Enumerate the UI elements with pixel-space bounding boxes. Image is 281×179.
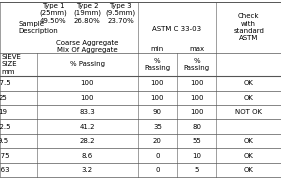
- Text: 55: 55: [192, 138, 201, 144]
- Text: OK: OK: [244, 80, 254, 86]
- Text: 0: 0: [155, 167, 160, 173]
- Text: Type 3
(9.5mm)
23.70%: Type 3 (9.5mm) 23.70%: [106, 3, 136, 24]
- Text: 100: 100: [80, 80, 94, 86]
- Text: Mix Of Aggregate: Mix Of Aggregate: [57, 47, 117, 53]
- Text: Sample
Description: Sample Description: [18, 21, 58, 34]
- Text: 90: 90: [153, 109, 162, 115]
- Text: % Passing: % Passing: [70, 61, 105, 67]
- Text: OK: OK: [244, 138, 254, 144]
- Text: 9.5: 9.5: [0, 138, 8, 144]
- Text: 20: 20: [153, 138, 162, 144]
- Text: 83.3: 83.3: [79, 109, 95, 115]
- Text: 4.75: 4.75: [0, 153, 11, 159]
- Text: 37.5: 37.5: [0, 80, 11, 86]
- Text: Check
with
standard
ASTM: Check with standard ASTM: [233, 13, 264, 41]
- Text: NOT OK: NOT OK: [235, 109, 262, 115]
- Text: 5: 5: [194, 167, 199, 173]
- Text: 41.2: 41.2: [79, 124, 95, 130]
- Text: 0: 0: [155, 153, 160, 159]
- Text: 28.2: 28.2: [79, 138, 95, 144]
- Text: 100: 100: [190, 80, 203, 86]
- Text: SIEVE
SIZE
mm: SIEVE SIZE mm: [1, 54, 21, 75]
- Text: 100: 100: [151, 80, 164, 86]
- Text: 100: 100: [151, 95, 164, 101]
- Text: 35: 35: [153, 124, 162, 130]
- Text: OK: OK: [244, 95, 254, 101]
- Text: 19: 19: [0, 109, 7, 115]
- Text: 3.2: 3.2: [81, 167, 93, 173]
- Text: %
Passing: % Passing: [184, 58, 210, 71]
- Text: Coarse Aggregate: Coarse Aggregate: [56, 40, 118, 46]
- Text: 12.5: 12.5: [0, 124, 11, 130]
- Text: %
Passing: % Passing: [144, 58, 170, 71]
- Text: 100: 100: [80, 95, 94, 101]
- Text: 8.6: 8.6: [81, 153, 93, 159]
- Text: 25: 25: [0, 95, 7, 101]
- Text: Type 1
(25mm)
49.50%: Type 1 (25mm) 49.50%: [40, 3, 67, 24]
- Text: Type 2
(19mm)
26.80%: Type 2 (19mm) 26.80%: [73, 3, 101, 24]
- Text: OK: OK: [244, 153, 254, 159]
- Text: 100: 100: [190, 95, 203, 101]
- Text: max: max: [189, 46, 204, 52]
- Text: OK: OK: [244, 167, 254, 173]
- Text: 80: 80: [192, 124, 201, 130]
- Text: min: min: [151, 46, 164, 52]
- Text: 100: 100: [190, 109, 203, 115]
- Text: 10: 10: [192, 153, 201, 159]
- Text: 2.63: 2.63: [0, 167, 11, 173]
- Text: ASTM C 33-03: ASTM C 33-03: [153, 26, 201, 32]
